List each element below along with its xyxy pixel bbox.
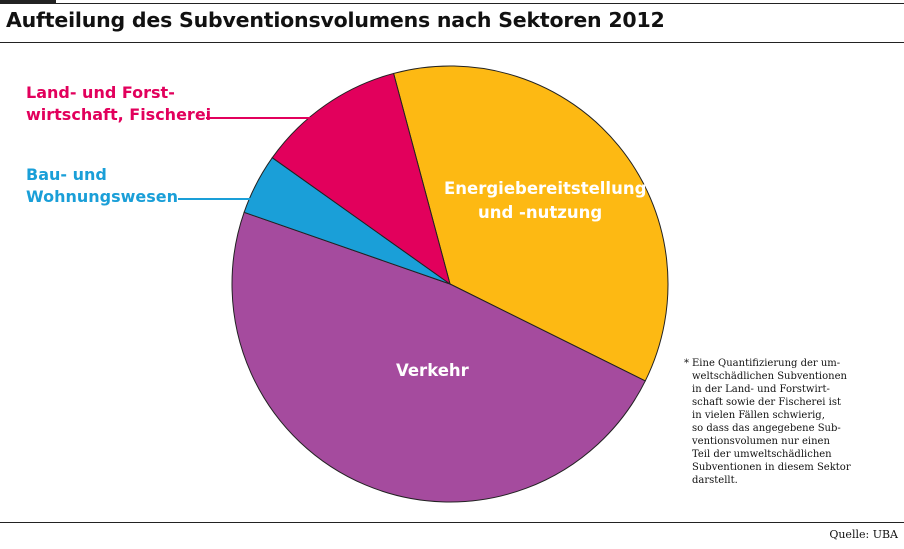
label-bau-line-2: Wohnungswesen bbox=[26, 187, 179, 206]
label-bau-wohnungswesen: Bau- und Wohnungswesen bbox=[26, 164, 178, 208]
top-accent-bar bbox=[0, 0, 56, 4]
label-energie-line-2: und -nutzung bbox=[478, 203, 603, 222]
footnote-line: in der Land- und Forstwirt- bbox=[692, 384, 830, 395]
pie-slice bbox=[271, 72, 451, 286]
label-verkehr: Verkehr bbox=[396, 360, 469, 382]
label-land-forstwirtschaft: Land- und Forst- wirtschaft, Fischerei bbox=[26, 82, 211, 126]
label-energie-line-1: Energiebereitstellung bbox=[444, 179, 647, 198]
footnote-line: weltschädlichen Subventionen bbox=[692, 371, 847, 382]
label-verkehr-line-1: Verkehr bbox=[396, 361, 469, 380]
footnote-line: ventionsvolumen nur einen bbox=[692, 436, 830, 447]
pie-slice bbox=[392, 65, 669, 382]
leader-lines bbox=[178, 117, 331, 200]
footnote-line: in vielen Fällen schwierig, bbox=[692, 410, 825, 421]
footnote: * Eine Quantifizierung der um- weltschäd… bbox=[684, 357, 892, 487]
label-land-line-2: wirtschaft, Fischerei bbox=[26, 105, 212, 124]
footnote-line: Eine Quantifizierung der um- bbox=[692, 358, 841, 369]
label-energie: Energiebereitstellung und -nutzung bbox=[444, 177, 646, 225]
pie-slice bbox=[231, 211, 646, 503]
label-land-line-1: Land- und Forst- bbox=[26, 83, 175, 102]
label-bau-line-1: Bau- und bbox=[26, 165, 107, 184]
footnote-marker: * bbox=[684, 358, 689, 369]
footnote-line: darstellt. bbox=[692, 475, 738, 486]
chart-title: Aufteilung des Subventionsvolumens nach … bbox=[6, 8, 665, 32]
title-rule bbox=[0, 42, 904, 43]
footnote-line: Teil der umweltschädlichen bbox=[692, 449, 832, 460]
footnote-line: Subventionen in diesem Sektor bbox=[692, 462, 851, 473]
footnote-line: so dass das angegebene Sub- bbox=[692, 423, 841, 434]
top-rule bbox=[0, 3, 904, 4]
source-note: Quelle: UBA bbox=[829, 528, 898, 541]
pie-slices bbox=[231, 65, 669, 503]
footnote-line: schaft sowie der Fischerei ist bbox=[692, 397, 841, 408]
bottom-rule bbox=[0, 522, 904, 523]
